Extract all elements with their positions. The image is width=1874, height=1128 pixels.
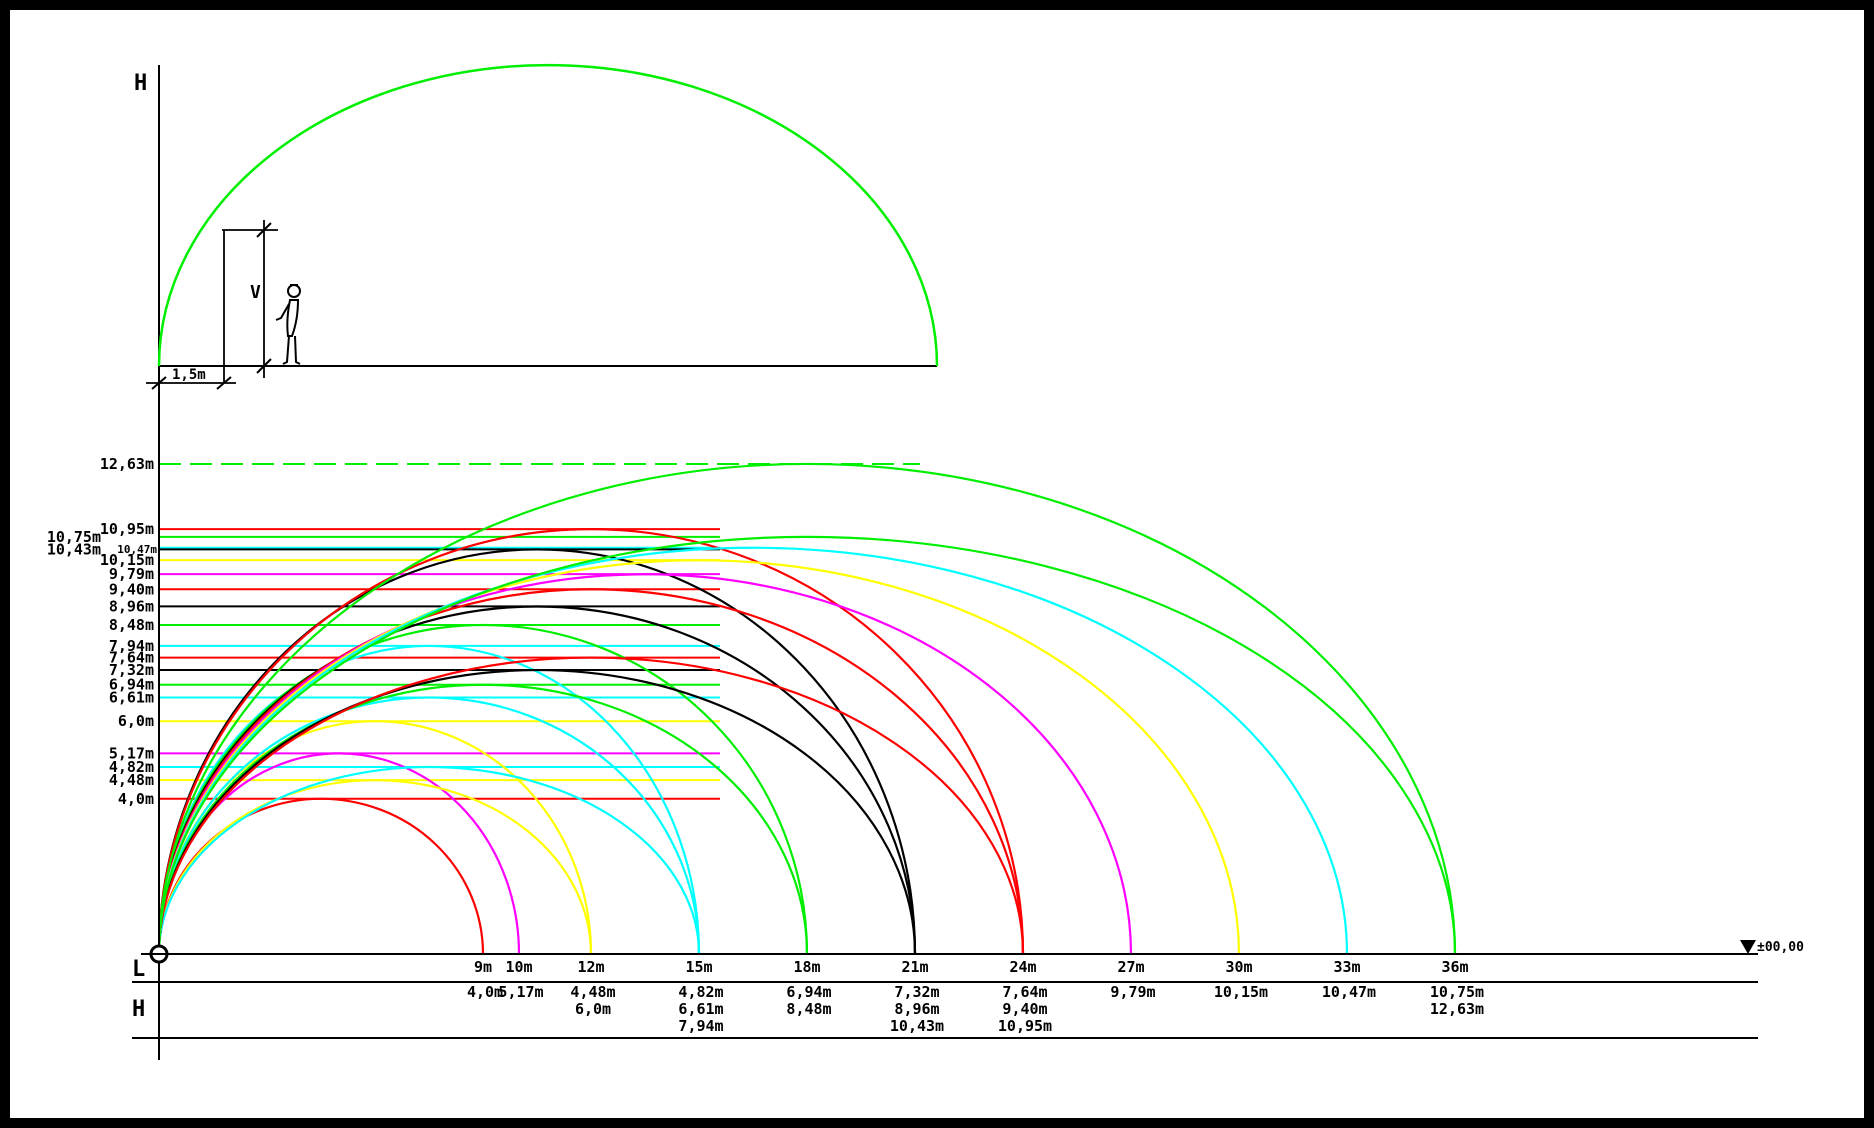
table-height-value: 5,17m — [498, 983, 543, 1001]
table-height-value: 6,94m — [786, 983, 831, 1001]
span-label: 27m — [1117, 958, 1144, 976]
span-label: 10m — [505, 958, 532, 976]
table-height-value: 8,48m — [786, 1000, 831, 1018]
inset-v-tick-top — [256, 222, 272, 238]
level-label: 10,43m — [47, 540, 101, 558]
datum-label: ±00,00 — [1757, 940, 1804, 955]
level-label: 7,64m — [109, 649, 154, 667]
inset-v-label: V — [250, 282, 261, 303]
level-label: 9,79m — [109, 565, 154, 583]
span-label: 24m — [1009, 958, 1036, 976]
arch-curve — [157, 797, 485, 955]
arch-curve — [157, 644, 701, 955]
level-label: 7,94m — [109, 637, 154, 655]
arch-curve — [157, 779, 593, 955]
inset-v-tick-bottom — [256, 358, 272, 374]
table-height-value: 10,47m — [1322, 983, 1376, 1001]
level-label: 10,47m — [117, 543, 157, 556]
level-label: 10,95m — [100, 520, 154, 538]
inset-arch — [157, 63, 939, 367]
arch-curve — [157, 683, 809, 955]
level-label: 10,15m — [100, 551, 154, 569]
l-axis-label: L — [132, 957, 145, 982]
span-labels: 9m 10m 12m 15m 18m 21m 24m 27m 30m 33m 36m — [474, 958, 1469, 976]
table-height-value: 9,40m — [1002, 1000, 1047, 1018]
inset-dim-tick-right — [216, 376, 232, 390]
table-height-value: 6,0m — [575, 1000, 611, 1018]
table-height-value: 10,75m — [1430, 983, 1484, 1001]
level-label: 9,40m — [109, 580, 154, 598]
arch-curve — [157, 546, 1349, 955]
table-height-value: 7,94m — [678, 1017, 723, 1035]
arch-curve — [157, 462, 1457, 955]
arch-curve — [157, 548, 917, 955]
inset-h-label: H — [134, 71, 147, 96]
arch-curve — [157, 573, 1133, 955]
level-label: 8,96m — [109, 597, 154, 615]
level-label: 6,0m — [118, 712, 154, 730]
level-label: 7,32m — [109, 661, 154, 679]
level-label: 6,61m — [109, 689, 154, 707]
span-label: 33m — [1333, 958, 1360, 976]
table-height-value: 4,0m — [467, 983, 503, 1001]
arch-curve — [157, 696, 701, 955]
arch-curve — [157, 656, 1025, 955]
table-height-value: 9,79m — [1110, 983, 1155, 1001]
table-height-value: 4,82m — [678, 983, 723, 1001]
h-table-label: H — [132, 997, 145, 1022]
table-height-value: 10,15m — [1214, 983, 1268, 1001]
table-height-value: 6,61m — [678, 1000, 723, 1018]
level-label: 10,75m — [47, 528, 101, 546]
arch-curve — [157, 535, 1457, 955]
span-label: 36m — [1441, 958, 1468, 976]
arch-curve — [157, 623, 809, 955]
arch-curve — [157, 528, 1025, 955]
table-height-value: 7,32m — [894, 983, 939, 1001]
table-height-value: 7,64m — [1002, 983, 1047, 1001]
level-label: 4,48m — [109, 771, 154, 789]
span-label: 15m — [685, 958, 712, 976]
arch-curve — [157, 668, 917, 955]
level-label: 4,82m — [109, 758, 154, 776]
span-label: 21m — [901, 958, 928, 976]
arch-curve — [157, 588, 1025, 955]
span-label: 18m — [793, 958, 820, 976]
datum-triangle — [1740, 940, 1756, 954]
level-label: 4,0m — [118, 790, 154, 808]
level-label: 12,63m — [100, 455, 154, 473]
table-height-value: 12,63m — [1430, 1000, 1484, 1018]
span-label: 30m — [1225, 958, 1252, 976]
table-height-value: 8,96m — [894, 1000, 939, 1018]
arch-curve — [157, 559, 1241, 955]
level-label: 5,17m — [109, 744, 154, 762]
level-label: 6,94m — [109, 676, 154, 694]
table-height-value: 10,95m — [998, 1017, 1052, 1035]
span-label: 12m — [577, 958, 604, 976]
level-label: 8,48m — [109, 616, 154, 634]
span-label: 9m — [474, 958, 492, 976]
table-height-value: 10,43m — [890, 1017, 944, 1035]
inset-dim-label: 1,5m — [172, 367, 206, 383]
arch-curves — [157, 462, 1457, 955]
height-table: 4,0m5,17m 4,48m6,0m4,82m6,61m7,94m6,94m8,… — [467, 983, 1484, 1035]
arch-curve — [157, 605, 917, 955]
table-height-value: 4,48m — [570, 983, 615, 1001]
arch-curve — [157, 765, 701, 955]
inset-detail: H V 1,5m — [134, 63, 939, 390]
person-figure — [275, 284, 301, 365]
